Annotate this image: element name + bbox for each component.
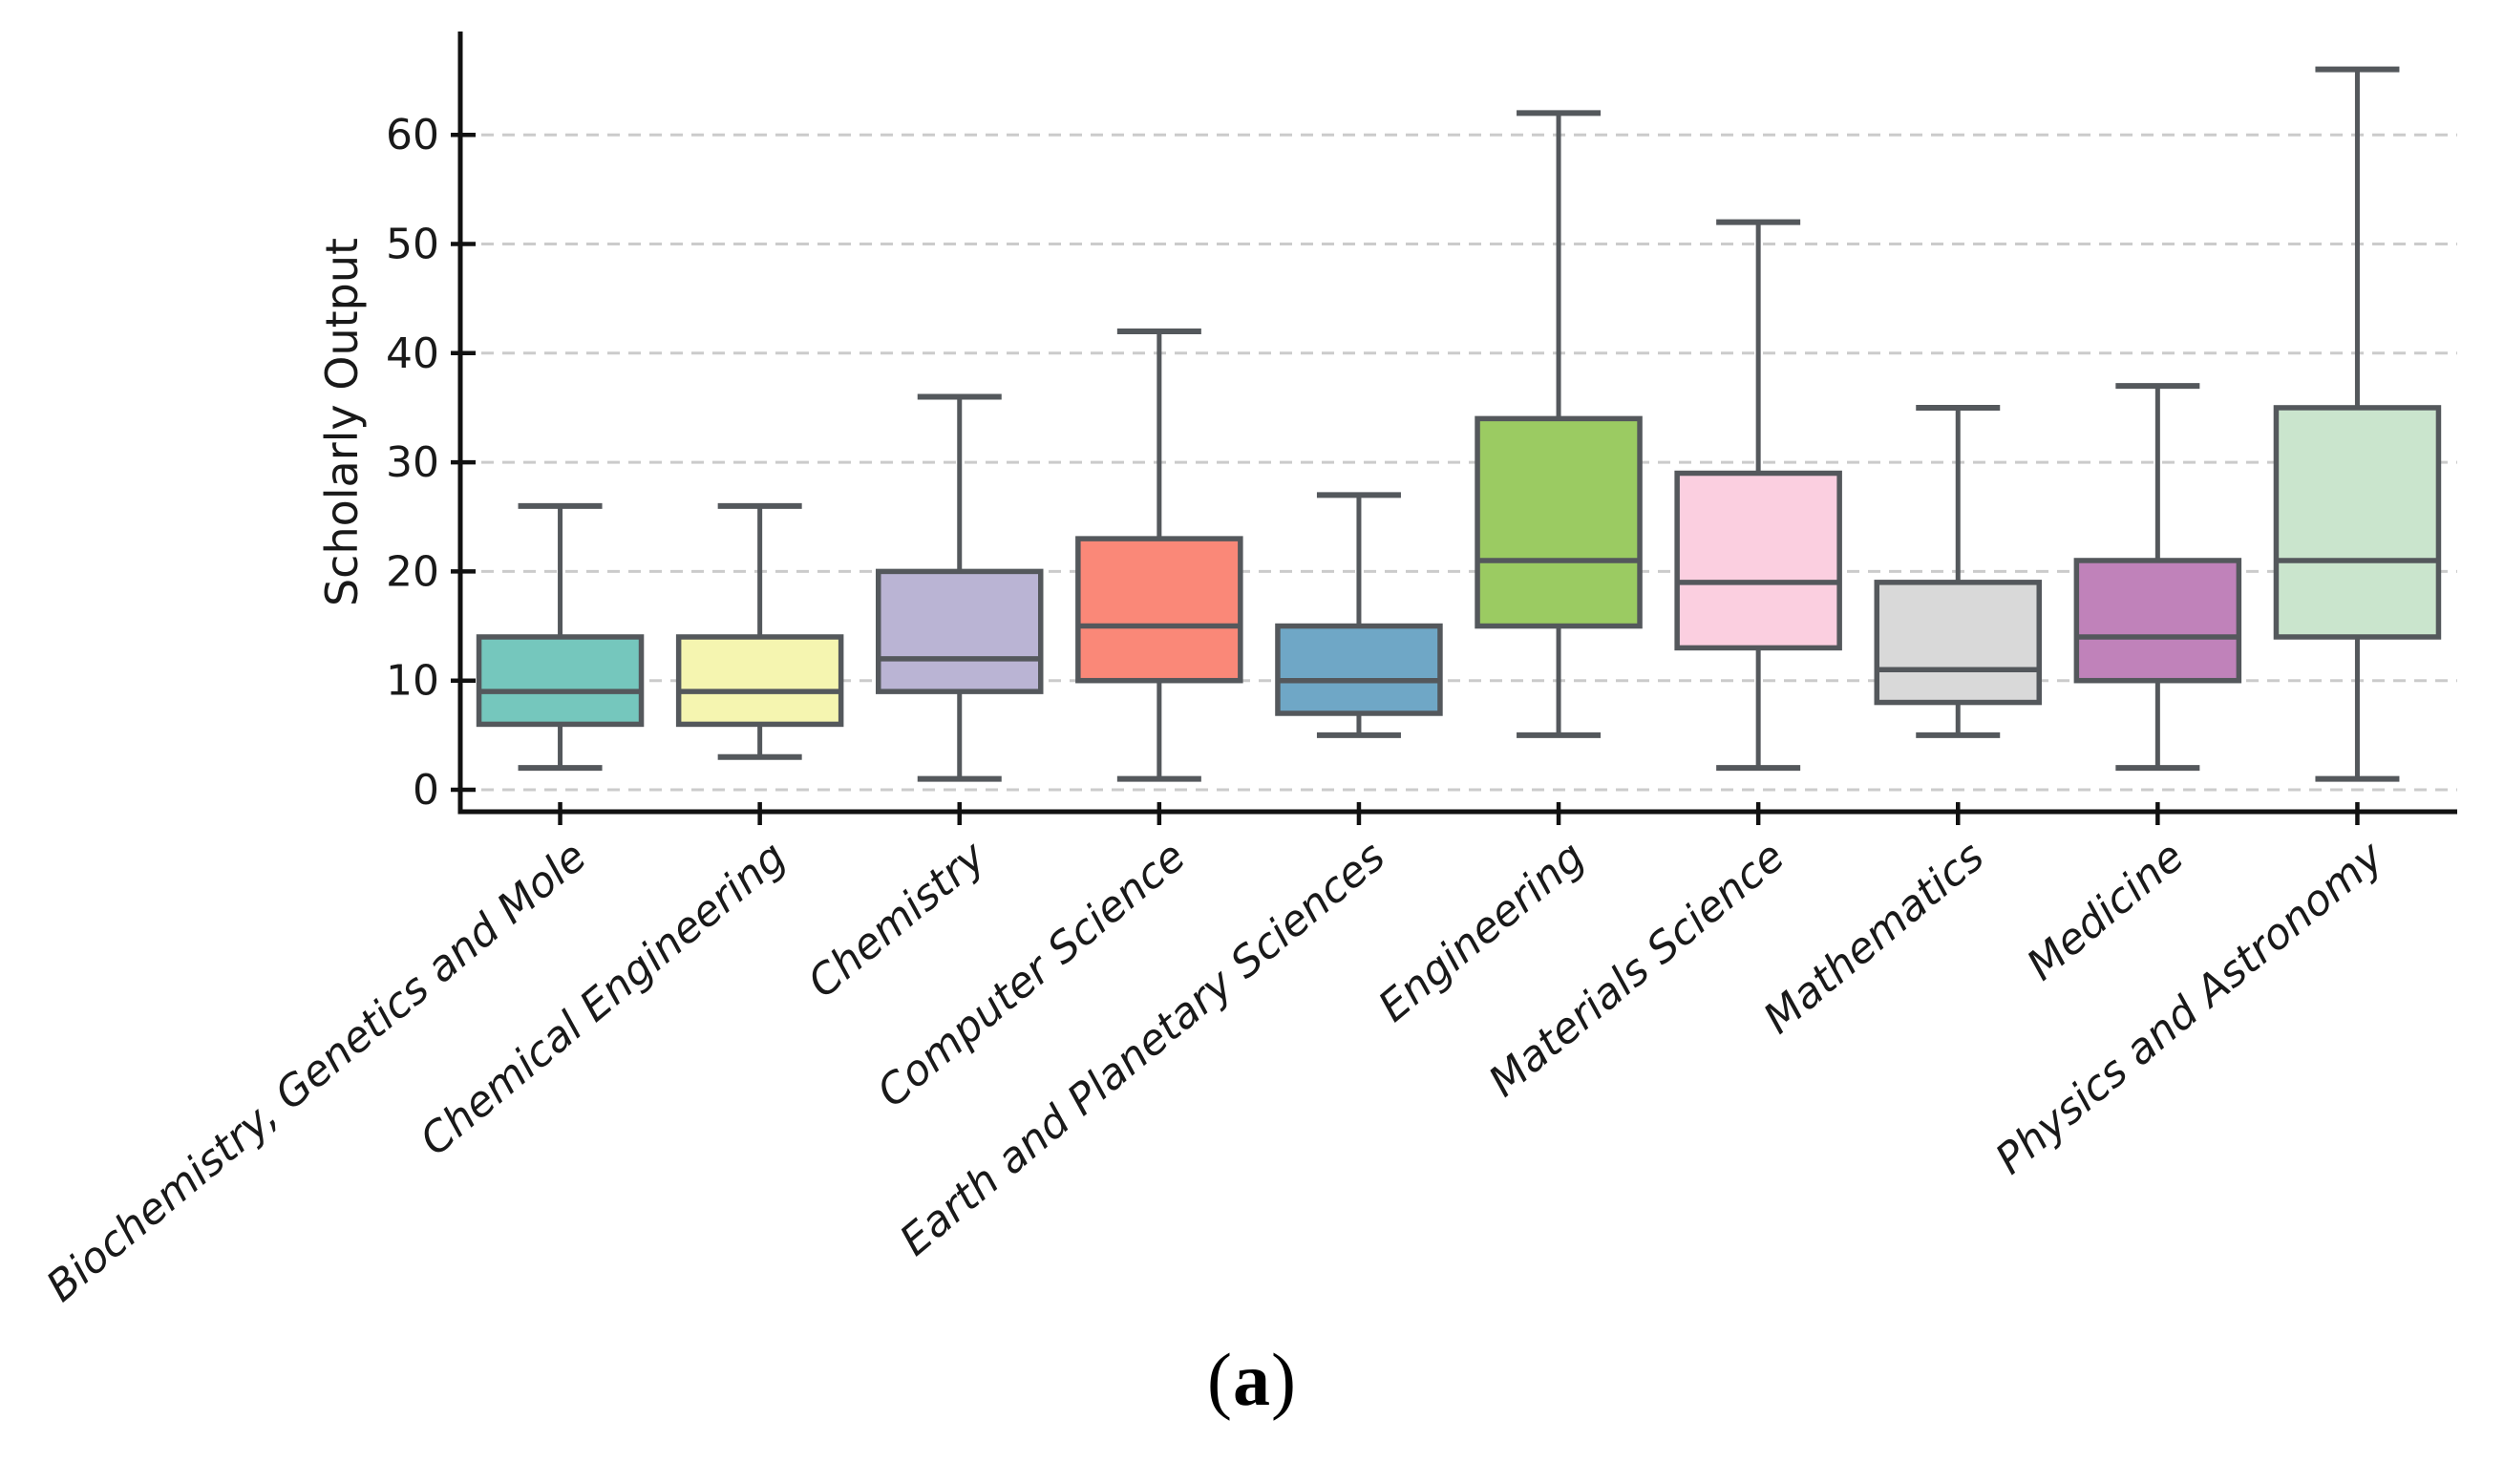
x-tick-label: Medicine bbox=[2018, 832, 2193, 989]
caption-open-paren: ( bbox=[1207, 1338, 1233, 1421]
y-axis-label: Scholarly Output bbox=[316, 238, 368, 606]
box-rect bbox=[876, 568, 1044, 694]
box-rect bbox=[2273, 405, 2442, 640]
y-tick-label: 0 bbox=[413, 766, 439, 815]
x-tick-label: Chemical Engineering bbox=[412, 832, 796, 1165]
box-rect bbox=[1475, 415, 1643, 629]
box-rect bbox=[476, 634, 645, 728]
y-tick-label: 30 bbox=[386, 438, 439, 487]
y-tick-label: 60 bbox=[386, 111, 439, 159]
y-tick-label: 40 bbox=[386, 329, 439, 378]
box-rect bbox=[1674, 470, 1842, 651]
box-rect bbox=[1275, 623, 1443, 716]
figure-caption: (a) bbox=[0, 1337, 2504, 1423]
box-rect bbox=[675, 634, 844, 728]
box-rect bbox=[1075, 536, 1243, 684]
box-rect bbox=[1874, 580, 2042, 706]
y-tick-label: 10 bbox=[386, 657, 439, 706]
caption-close-paren: ) bbox=[1271, 1338, 1297, 1421]
box-rect bbox=[2073, 558, 2242, 684]
x-tick-label: Physics and Astronomy bbox=[1986, 832, 2393, 1184]
x-tick-label: Mathematics bbox=[1754, 832, 1993, 1043]
caption-label: a bbox=[1233, 1338, 1271, 1421]
y-tick-label: 50 bbox=[386, 221, 439, 269]
x-tick-label: Chemistry bbox=[799, 832, 996, 1007]
y-tick-label: 20 bbox=[386, 547, 439, 596]
